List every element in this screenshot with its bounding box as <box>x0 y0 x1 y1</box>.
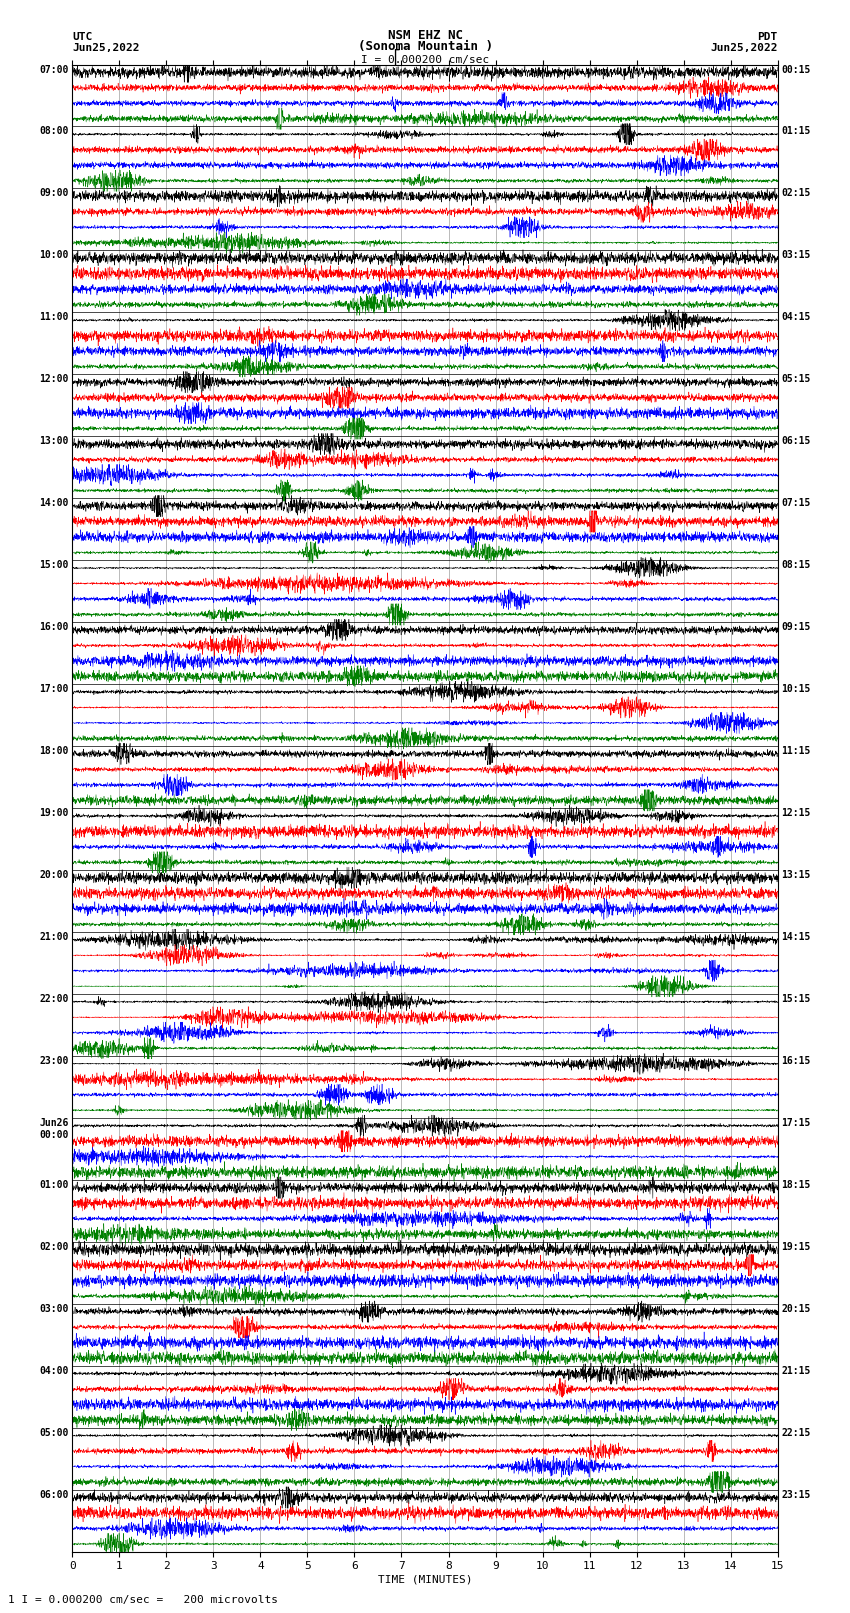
Text: PDT: PDT <box>757 32 778 42</box>
Text: 15:15: 15:15 <box>781 994 811 1003</box>
Text: 23:15: 23:15 <box>781 1490 811 1500</box>
Text: 03:15: 03:15 <box>781 250 811 260</box>
Text: 22:15: 22:15 <box>781 1428 811 1437</box>
Text: 21:00: 21:00 <box>39 932 69 942</box>
Text: Jun26
00:00: Jun26 00:00 <box>39 1118 69 1139</box>
Text: 07:00: 07:00 <box>39 65 69 74</box>
Text: 09:15: 09:15 <box>781 623 811 632</box>
Text: (Sonoma Mountain ): (Sonoma Mountain ) <box>358 40 492 53</box>
Text: 19:15: 19:15 <box>781 1242 811 1252</box>
Text: I = 0.000200 cm/sec: I = 0.000200 cm/sec <box>361 55 489 65</box>
Text: Jun25,2022: Jun25,2022 <box>711 44 778 53</box>
Text: 16:00: 16:00 <box>39 623 69 632</box>
Text: 13:15: 13:15 <box>781 869 811 881</box>
Text: Jun25,2022: Jun25,2022 <box>72 44 139 53</box>
Text: 11:00: 11:00 <box>39 313 69 323</box>
Text: 04:00: 04:00 <box>39 1366 69 1376</box>
Text: 17:15: 17:15 <box>781 1118 811 1127</box>
Text: 08:15: 08:15 <box>781 560 811 571</box>
Text: 1 I = 0.000200 cm/sec =   200 microvolts: 1 I = 0.000200 cm/sec = 200 microvolts <box>8 1595 279 1605</box>
Text: 10:15: 10:15 <box>781 684 811 694</box>
Text: 22:00: 22:00 <box>39 994 69 1003</box>
Text: 01:15: 01:15 <box>781 126 811 137</box>
Text: 02:15: 02:15 <box>781 189 811 198</box>
Text: 20:00: 20:00 <box>39 869 69 881</box>
Text: 20:15: 20:15 <box>781 1303 811 1315</box>
Text: 06:00: 06:00 <box>39 1490 69 1500</box>
Text: ⎡: ⎡ <box>392 48 400 65</box>
Text: 14:15: 14:15 <box>781 932 811 942</box>
Text: 09:00: 09:00 <box>39 189 69 198</box>
Text: 01:00: 01:00 <box>39 1181 69 1190</box>
Text: 00:15: 00:15 <box>781 65 811 74</box>
Text: 10:00: 10:00 <box>39 250 69 260</box>
Text: 05:00: 05:00 <box>39 1428 69 1437</box>
Text: 18:00: 18:00 <box>39 747 69 756</box>
Text: 13:00: 13:00 <box>39 436 69 447</box>
Text: 14:00: 14:00 <box>39 498 69 508</box>
Text: 07:15: 07:15 <box>781 498 811 508</box>
Text: 12:00: 12:00 <box>39 374 69 384</box>
Text: 05:15: 05:15 <box>781 374 811 384</box>
Text: 15:00: 15:00 <box>39 560 69 571</box>
Text: UTC: UTC <box>72 32 93 42</box>
Text: 12:15: 12:15 <box>781 808 811 818</box>
Text: 04:15: 04:15 <box>781 313 811 323</box>
Text: 19:00: 19:00 <box>39 808 69 818</box>
Text: NSM EHZ NC: NSM EHZ NC <box>388 29 462 42</box>
Text: 03:00: 03:00 <box>39 1303 69 1315</box>
Text: 16:15: 16:15 <box>781 1057 811 1066</box>
Text: 08:00: 08:00 <box>39 126 69 137</box>
Text: 02:00: 02:00 <box>39 1242 69 1252</box>
Text: 18:15: 18:15 <box>781 1181 811 1190</box>
Text: 11:15: 11:15 <box>781 747 811 756</box>
Text: 17:00: 17:00 <box>39 684 69 694</box>
X-axis label: TIME (MINUTES): TIME (MINUTES) <box>377 1574 473 1584</box>
Text: 23:00: 23:00 <box>39 1057 69 1066</box>
Text: 06:15: 06:15 <box>781 436 811 447</box>
Text: 21:15: 21:15 <box>781 1366 811 1376</box>
